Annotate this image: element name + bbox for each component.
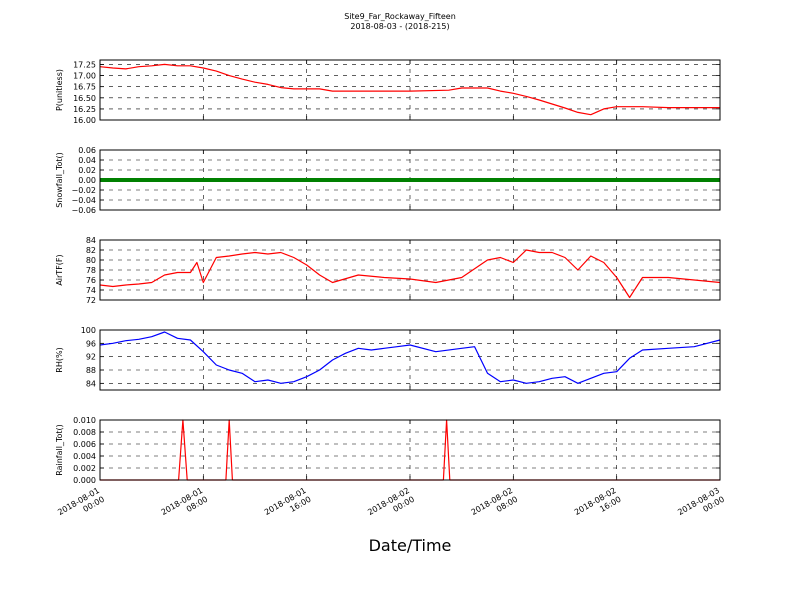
y-axis-label: RH(%) [55,347,64,372]
y-tick-label: 0.006 [73,440,96,449]
y-tick-label: 92 [86,353,96,362]
x-axis-label: Date/Time [369,536,452,555]
y-tick-label: 80 [86,256,96,265]
y-tick-label: 0.004 [73,452,96,461]
y-tick-label: 0.000 [73,476,96,485]
x-tick-label: 2018-08-0200:00 [366,486,416,526]
panel-2: 0.060.040.020.00−0.02−0.04−0.06 Snowfall_… [55,146,721,215]
y-tick-label: −0.02 [71,186,96,195]
y-tick-label: 76 [86,276,96,285]
y-axis-label: AirTF(F) [55,254,64,285]
y-tick-label: 88 [86,366,96,375]
y-axis-label: Snowfall_Tot() [55,152,64,208]
y-tick-label: 16.00 [73,116,96,125]
chart-title: Site9_Far_Rockaway_Fifteen [344,12,456,21]
panel-4: 100 96 92 88 84 RH(%) [55,326,721,391]
x-tick-label: 2018-08-0108:00 [160,486,210,526]
y-tick-label: 84 [86,236,96,245]
x-tick-label: 2018-08-0216:00 [573,486,623,526]
y-tick-label: 16.50 [73,94,96,103]
x-tick-label: 2018-08-0208:00 [470,486,520,526]
y-tick-label: 0.010 [73,416,96,425]
y-tick-label: 0.00 [78,176,96,185]
panel-1: 16.00 16.25 16.50 16.75 17.00 17.25 P(unitless… [55,59,721,125]
x-tick-label: 2018-08-0116:00 [263,486,313,526]
y-tick-label: 0.002 [73,464,96,473]
x-tick-label: 2018-08-0100:00 [56,486,106,526]
y-tick-label: 16.25 [73,105,96,114]
y-tick-label: 0.04 [78,156,96,165]
y-tick-label: 17.25 [73,60,96,69]
y-tick-label: 16.75 [73,83,96,92]
panel-frame [99,149,721,211]
y-tick-label: 0.02 [78,166,96,175]
y-tick-label: 74 [86,286,96,295]
y-tick-label: 0.008 [73,428,96,437]
panel-frame [99,329,721,391]
y-tick-label: −0.06 [71,206,96,215]
y-tick-label: 17.00 [73,72,96,81]
panel-frame [99,239,721,301]
panel-frame [99,59,721,121]
y-tick-label: 84 [86,379,96,388]
panel-5: 0.010 0.008 0.006 0.004 0.002 0.000 Rainfall_T… [55,416,721,485]
y-tick-label: 100 [81,326,96,335]
chart-subtitle: 2018-08-03 - (2018-215) [350,22,449,31]
y-tick-label: 82 [86,246,96,255]
x-tick-label: 2018-08-0300:00 [676,486,726,526]
series-line [99,331,721,384]
y-tick-label: 0.06 [78,146,96,155]
y-tick-label: 78 [86,266,96,275]
y-tick-label: −0.04 [71,196,96,205]
series-line [99,249,721,299]
y-axis-label: P(unitless) [55,69,64,111]
y-axis-label: Rainfall_Tot() [55,424,64,476]
y-tick-label: 96 [86,339,96,348]
series-line [99,63,720,116]
panel-frame [99,419,721,481]
y-tick-label: 72 [86,296,96,305]
